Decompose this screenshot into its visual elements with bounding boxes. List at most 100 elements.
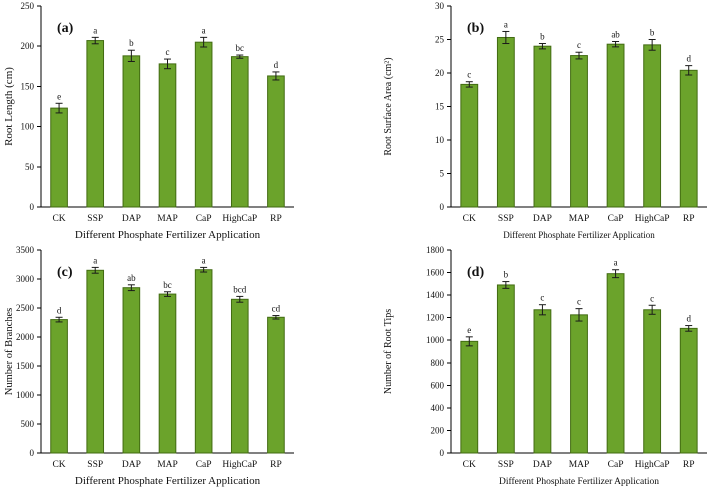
sig-letter-CaP: a: [202, 255, 206, 265]
y-tick-label: 25: [435, 35, 445, 45]
y-tick-label: 2500: [16, 303, 35, 313]
y-tick-label: 5: [440, 169, 445, 179]
x-tick-label-CK: CK: [463, 214, 476, 224]
bar-SSP: [496, 36, 515, 208]
sig-letter-DAP: ab: [127, 273, 136, 283]
bar-SSP: [496, 284, 515, 454]
y-axis-title: Number of Root Tips: [383, 309, 394, 394]
y-tick-label: 3000: [16, 274, 35, 284]
bar-MAP: [570, 55, 588, 208]
x-tick-label-CaP: CaP: [608, 460, 624, 470]
y-tick-label: 400: [431, 403, 445, 413]
y-tick-label: 0: [30, 202, 35, 212]
bar-CaP: [194, 269, 213, 454]
sig-letter-CK: d: [57, 305, 62, 315]
bar-MAP: [570, 314, 588, 454]
y-tick-label: 250: [21, 1, 35, 11]
chart-root-length: 0 50 100 150 200 250 e CK a SSP b DAP c MAP a CaP bc High…: [3, 1, 294, 241]
chart-number-of-branches: 0 500 1000 1500 2000 2500 3000 3500 d CK a SSP ab DAP…: [4, 245, 294, 487]
x-axis-title: Different Phosphate Fertilizer Applicati…: [499, 476, 659, 487]
chart-root-surface-area: 0 5 10 15 20 25 30 c CK a SSP b DAP c MAP ab CaP b HighCaP…: [383, 1, 707, 240]
sig-letter-SSP: a: [504, 19, 508, 29]
y-tick-label: 200: [431, 425, 445, 435]
x-tick-label-HighCaP: HighCaP: [222, 214, 257, 224]
x-tick-label-MAP: MAP: [157, 460, 178, 470]
x-axis-title: Different Phosphate Fertilizer Applicati…: [75, 475, 261, 487]
chart-number-of-root-tips: 0 200 400 600 800 1000 1200 1400 1600 1800 e CK b SSP…: [383, 245, 707, 487]
y-axis-title: Root Length (cm): [3, 67, 15, 146]
sig-letter-CaP: a: [614, 258, 618, 268]
sig-letter-CaP: a: [202, 25, 206, 35]
y-tick-label: 1200: [426, 313, 445, 323]
bar-HighCaP: [230, 56, 249, 208]
x-tick-label-RP: RP: [683, 214, 695, 224]
y-tick-label: 0: [440, 448, 445, 458]
sig-letter-MAP: c: [577, 297, 581, 307]
y-tick-label: 50: [25, 162, 35, 172]
bar-CK: [50, 107, 68, 208]
x-tick-label-MAP: MAP: [157, 214, 178, 224]
y-tick-label: 20: [435, 68, 445, 78]
sig-letter-DAP: c: [540, 293, 544, 303]
bar-RP: [679, 69, 698, 208]
x-tick-label-MAP: MAP: [569, 460, 590, 470]
y-tick-label: 2000: [16, 332, 35, 342]
bar-RP: [679, 327, 698, 454]
bar-DAP: [533, 309, 552, 454]
x-tick-label-RP: RP: [270, 460, 282, 470]
x-tick-label-CaP: CaP: [196, 214, 212, 224]
x-axis-title: Different Phosphate Fertilizer Applicati…: [75, 229, 261, 241]
y-tick-label: 1000: [16, 390, 35, 400]
sig-letter-SSP: a: [93, 25, 97, 35]
x-tick-label-DAP: DAP: [122, 214, 141, 224]
sig-letter-HighCaP: c: [650, 293, 654, 303]
x-tick-label-SSP: SSP: [498, 214, 514, 224]
x-tick-label-MAP: MAP: [569, 214, 590, 224]
bar-MAP: [158, 293, 177, 454]
bar-SSP: [86, 269, 105, 454]
panel-label: (d): [467, 265, 484, 280]
bar-HighCaP: [643, 44, 662, 208]
bar-HighCaP: [230, 298, 249, 454]
sig-letter-CK: e: [57, 91, 61, 101]
bar-DAP: [122, 55, 141, 208]
y-axis-title: Root Surface Area (cm²): [383, 57, 394, 155]
sig-letter-HighCaP: b: [650, 28, 655, 38]
sig-letter-HighCaP: bcd: [233, 284, 246, 294]
y-tick-label: 150: [21, 81, 35, 91]
bar-SSP: [86, 40, 105, 208]
y-tick-label: 30: [435, 1, 445, 11]
bar-CK: [50, 319, 68, 454]
x-tick-label-RP: RP: [683, 460, 695, 470]
sig-letter-CaP: ab: [611, 30, 620, 40]
bar-MAP: [158, 63, 177, 208]
sig-letter-CK: e: [467, 325, 471, 335]
y-tick-label: 10: [435, 135, 445, 145]
y-axis-title: Number of Branches: [4, 308, 15, 395]
y-tick-label: 600: [431, 380, 445, 390]
sig-letter-RP: d: [686, 54, 691, 64]
y-tick-label: 500: [21, 419, 35, 429]
bar-CaP: [606, 273, 625, 454]
bar-DAP: [533, 45, 552, 208]
x-tick-label-DAP: DAP: [533, 460, 552, 470]
x-tick-label-HighCaP: HighCaP: [222, 460, 257, 470]
y-tick-label: 15: [435, 102, 445, 112]
sig-letter-RP: d: [686, 314, 691, 324]
x-tick-label-DAP: DAP: [533, 214, 552, 224]
panel-label: (a): [57, 21, 74, 36]
x-axis-title: Different Phosphate Fertilizer Applicati…: [503, 230, 655, 240]
panel-label: (b): [467, 21, 484, 36]
sig-letter-DAP: b: [540, 32, 545, 42]
bar-CaP: [194, 41, 213, 208]
sig-letter-MAP: bc: [163, 280, 172, 290]
sig-letter-MAP: c: [577, 40, 581, 50]
y-tick-label: 1800: [426, 245, 445, 255]
y-tick-label: 100: [21, 122, 35, 132]
y-tick-label: 1500: [16, 361, 35, 371]
bar-RP: [267, 75, 285, 208]
panel-c-number-of-branches: 0 500 1000 1500 2000 2500 3000 3500 d CK a SSP ab DAP…: [0, 245, 361, 491]
panel-label: (c): [57, 265, 73, 280]
x-tick-label-SSP: SSP: [498, 460, 514, 470]
